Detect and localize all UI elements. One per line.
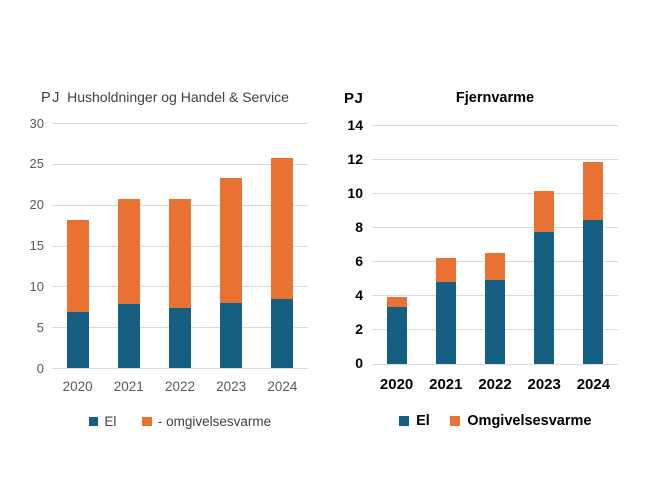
- bar-segment-omgivelsesvarme-2020: [386, 297, 407, 307]
- y-axis-unit-label: PJ: [41, 90, 61, 106]
- bar-segment-el-2022: [485, 280, 505, 364]
- y-axis-tick-label: 30: [29, 115, 44, 131]
- chart-title-households: Husholdninger og Handel & Service: [67, 89, 289, 105]
- gridline: [52, 368, 308, 369]
- legend-swatch-omgivelsesvarme: [142, 416, 152, 427]
- x-axis-label-2022: 2022: [478, 376, 512, 393]
- bar-segment-el-2022: [169, 308, 191, 368]
- bar-segment-el-2023: [220, 303, 243, 368]
- legend-item-el: El: [398, 413, 430, 429]
- bar-segment-omgivelsesvarme-2021: [117, 199, 140, 304]
- x-axis-label-2023: 2023: [527, 376, 561, 393]
- gridline: [52, 123, 308, 124]
- bar-segment-omgivelsesvarme-2023: [534, 191, 555, 232]
- y-axis-tick-label: 10: [347, 184, 363, 201]
- legend-households: El - omgivelsesvarme: [52, 414, 308, 429]
- legend-swatch-omgivelsesvarme: [449, 415, 461, 427]
- x-axis-label-2021: 2021: [113, 379, 144, 394]
- bar-segment-omgivelsesvarme-2023: [220, 178, 243, 303]
- y-axis-tick-label: 10: [29, 278, 44, 294]
- y-axis-tick-label: 25: [29, 156, 44, 172]
- y-axis-tick-label: 5: [36, 319, 44, 335]
- y-axis-tick-label: 0: [36, 360, 44, 376]
- y-axis-tick-label: 6: [355, 252, 363, 269]
- x-axis-label-2020: 2020: [379, 376, 414, 393]
- x-axis-label-2023: 2023: [216, 379, 247, 394]
- gridline: [372, 193, 618, 195]
- y-axis-tick-label: 15: [29, 238, 44, 253]
- legend-item-el: El: [88, 414, 117, 429]
- y-axis-tick-label: 14: [347, 116, 363, 133]
- bar-segment-omgivelsesvarme-2021: [435, 258, 456, 282]
- legend-label: Omgivelsesvarme: [467, 413, 592, 429]
- x-axis-label-2024: 2024: [267, 379, 298, 394]
- bar-segment-omgivelsesvarme-2020: [66, 220, 89, 312]
- bar-segment-omgivelsesvarme-2024: [583, 162, 604, 220]
- chart-title-fjernvarme: Fjernvarme: [455, 90, 535, 106]
- bar-segment-omgivelsesvarme-2022: [169, 199, 191, 308]
- y-axis-tick-label: 4: [355, 286, 363, 303]
- bar-segment-omgivelsesvarme-2022: [485, 253, 505, 280]
- x-axis-label-2020: 2020: [62, 379, 93, 394]
- bar-segment-el-2020: [386, 307, 407, 364]
- legend-label: - omgivelsesvarme: [157, 414, 272, 429]
- bar-segment-el-2024: [271, 299, 294, 368]
- y-axis-tick-label: 2: [355, 320, 363, 337]
- gridline: [372, 227, 618, 229]
- gridline: [52, 163, 308, 165]
- x-axis-label-2022: 2022: [164, 379, 196, 394]
- legend-item-omgivelsesvarme: Omgivelsesvarme: [449, 413, 592, 429]
- bar-segment-omgivelsesvarme-2024: [271, 158, 294, 299]
- bar-segment-el-2024: [583, 220, 604, 364]
- legend-item-omgivelsesvarme: - omgivelsesvarme: [142, 414, 271, 429]
- y-axis-tick-label: 8: [355, 218, 363, 235]
- y-axis-unit-label: PJ: [344, 90, 364, 107]
- legend-label: El: [104, 414, 117, 429]
- gridline: [372, 125, 618, 126]
- bar-segment-el-2020: [66, 312, 89, 368]
- legend-label: El: [416, 413, 430, 429]
- x-axis-label-2024: 2024: [576, 376, 611, 393]
- legend-swatch-el: [88, 416, 99, 427]
- legend-swatch-el: [398, 415, 410, 427]
- bar-segment-el-2021: [435, 282, 456, 364]
- y-axis-tick-label: 0: [355, 355, 363, 371]
- gridline: [372, 363, 618, 365]
- y-axis-tick-label: 20: [29, 197, 44, 213]
- x-axis-label-2021: 2021: [429, 376, 463, 393]
- legend-fjernvarme: El Omgivelsesvarme: [372, 413, 618, 429]
- y-axis-tick-label: 12: [347, 150, 363, 167]
- bar-segment-el-2023: [534, 232, 555, 364]
- gridline: [372, 159, 618, 161]
- bar-segment-el-2021: [117, 304, 140, 368]
